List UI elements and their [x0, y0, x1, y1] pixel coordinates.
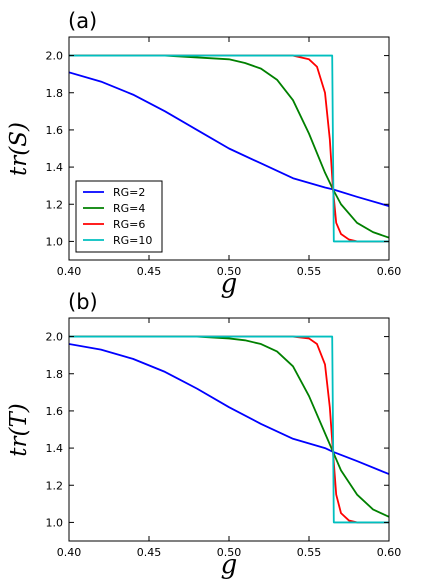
chart-panel: 0.40 0.45 0.50 0.55 0.60 1.0 1.2 1.4 1.6 1.8 2.0 (a…	[6, 9, 401, 299]
legend-entry-label: RG=4	[113, 202, 145, 215]
y-tick-label: 1.6	[46, 405, 64, 418]
x-tick-label: 0.50	[217, 265, 242, 278]
y-axis-label: tr(T)	[6, 403, 32, 457]
x-tick-label: 0.60	[377, 546, 402, 559]
x-tick-label: 0.55	[297, 265, 322, 278]
y-tick-label: 2.0	[46, 50, 64, 63]
x-axis-label: g	[221, 269, 238, 299]
legend-entry-label: RG=6	[113, 218, 145, 231]
y-tick-label: 1.6	[46, 124, 64, 137]
y-tick-label: 1.8	[46, 368, 64, 381]
x-tick-label: 0.45	[137, 265, 162, 278]
series-line-rg-6	[69, 335, 389, 524]
y-tick-label: 1.2	[46, 479, 64, 492]
x-tick-label: 0.50	[217, 546, 242, 559]
y-tick-label: 1.0	[46, 235, 64, 248]
y-tick-label: 2.0	[46, 331, 64, 344]
plot-frame	[68, 317, 390, 542]
y-tick-label: 1.2	[46, 198, 64, 211]
y-tick-label: 1.4	[46, 161, 64, 174]
x-tick-label: 0.55	[297, 546, 322, 559]
x-tick-label: 0.40	[57, 265, 82, 278]
y-tick-label: 1.0	[46, 516, 64, 529]
series-line-rg-10	[69, 54, 389, 243]
legend-entry-label: RG=2	[113, 186, 145, 199]
series-line-rg-10	[69, 335, 389, 524]
x-tick-label: 0.45	[137, 546, 162, 559]
series-group	[69, 54, 389, 243]
x-axis-label: g	[221, 550, 238, 580]
series-line-rg-4	[69, 335, 389, 518]
legend: RG=2 RG=4 RG=6 RG=10	[75, 180, 163, 253]
series-line-rg-6	[69, 54, 389, 243]
panel-label: (b)	[68, 290, 98, 314]
y-tick-label: 1.8	[46, 87, 64, 100]
series-group	[69, 335, 389, 524]
y-axis-label: tr(S)	[6, 122, 32, 176]
chart-panel: 0.40 0.45 0.50 0.55 0.60 1.0 1.2 1.4 1.6 1.8 2.0 (b…	[6, 290, 401, 580]
x-tick-label: 0.40	[57, 546, 82, 559]
series-line-rg-2	[69, 71, 389, 207]
legend-entry-label: RG=10	[113, 234, 152, 247]
panel-label: (a)	[68, 9, 97, 33]
y-tick-label: 1.4	[46, 442, 64, 455]
series-line-rg-2	[69, 343, 389, 475]
x-tick-label: 0.60	[377, 265, 402, 278]
series-line-rg-4	[69, 54, 389, 239]
